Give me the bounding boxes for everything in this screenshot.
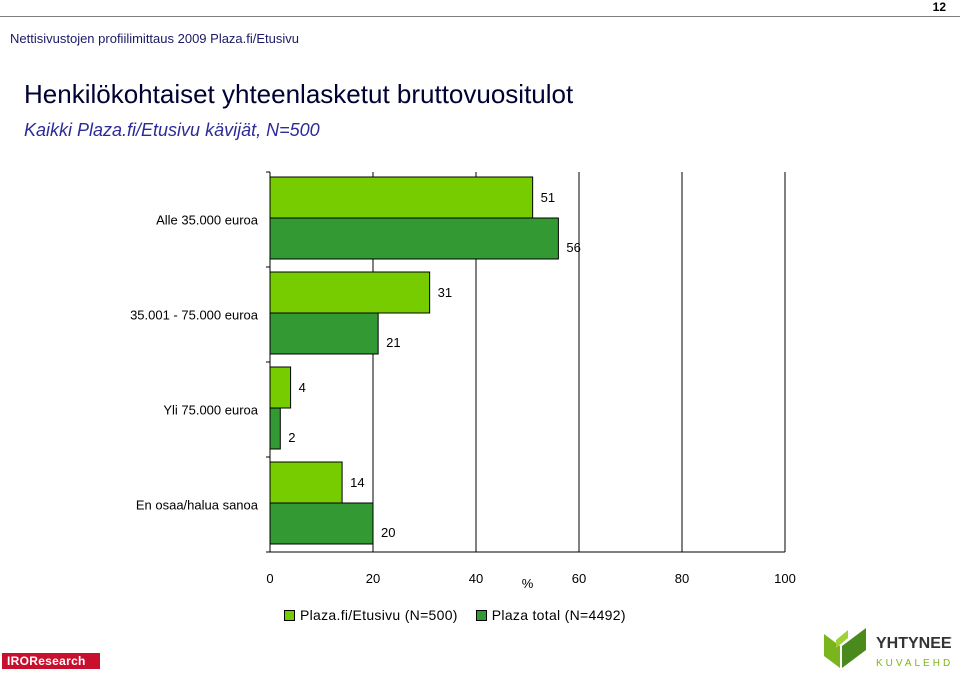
x-tick-label-100: 100: [774, 571, 796, 586]
x-tick-label-40: 40: [469, 571, 483, 586]
iroresearch-logo: IROResearch: [2, 653, 100, 669]
legend-swatch-plaza: [284, 609, 295, 621]
data-label-s1-c1: 21: [386, 335, 400, 350]
page-title: Henkilökohtaiset yhteenlasketut bruttovu…: [24, 79, 574, 109]
logo-text-top: YHTYNEET: [876, 635, 952, 652]
x-tick-label-80: 80: [675, 571, 689, 586]
data-label-s0-c0: 51: [541, 190, 555, 205]
bar-s0-c3: [269, 461, 343, 504]
x-tick-label-20: 20: [366, 571, 380, 586]
legend-label-plaza: Plaza.fi/Etusivu (N=500): [300, 607, 458, 623]
data-label-s1-c0: 56: [566, 240, 580, 255]
bar-s1-c0: [269, 217, 559, 260]
bars: [269, 176, 559, 545]
bar-s1-c3: [269, 502, 374, 545]
x-tick-label-0: 0: [266, 571, 273, 586]
logo-text-bottom: KUVALEHDET: [876, 658, 952, 669]
page-subtitle: Kaikki Plaza.fi/Etusivu kävijät, N=500: [24, 120, 320, 140]
x-axis-label: %: [522, 576, 534, 591]
legend: Plaza.fi/Etusivu (N=500) Plaza total (N=…: [284, 607, 644, 623]
bar-s0-c1: [269, 271, 431, 314]
category-label-2: Yli 75.000 euroa: [163, 403, 258, 418]
header-line: Nettisivustojen profiilimittaus 2009 Pla…: [10, 31, 300, 46]
data-label-s0-c1: 31: [438, 285, 452, 300]
top-rule: [0, 16, 960, 17]
legend-item-plaza: Plaza.fi/Etusivu (N=500): [284, 607, 458, 623]
yhtyneet-kuvalehdet-logo: YHTYNEET KUVALEHDET: [824, 628, 952, 669]
legend-item-plaza-total: Plaza total (N=4492): [475, 607, 626, 623]
data-label-s1-c3: 20: [381, 525, 395, 540]
bar-s1-c1: [269, 312, 379, 355]
bar-s0-c0: [269, 176, 534, 219]
iroresearch-logo-text: IROResearch: [7, 654, 86, 668]
data-label-s1-c2: 2: [288, 430, 295, 445]
bar-s1-c2: [269, 407, 281, 450]
data-label-s0-c3: 14: [350, 475, 364, 490]
data-label-s0-c2: 4: [299, 380, 306, 395]
bar-s0-c2: [269, 366, 292, 409]
legend-swatch-plaza-total: [475, 609, 487, 621]
x-tick-label-60: 60: [572, 571, 586, 586]
labels: 0 20 40 60 80 100% Alle 35.000 euroa 51 56 35.001…: [130, 190, 796, 591]
legend-label-plaza-total: Plaza total (N=4492): [491, 607, 626, 623]
category-label-1: 35.001 - 75.000 euroa: [130, 308, 259, 323]
page-number: 12: [932, 0, 946, 14]
category-label-0: Alle 35.000 euroa: [156, 213, 259, 228]
category-label-3: En osaa/halua sanoa: [136, 498, 259, 513]
